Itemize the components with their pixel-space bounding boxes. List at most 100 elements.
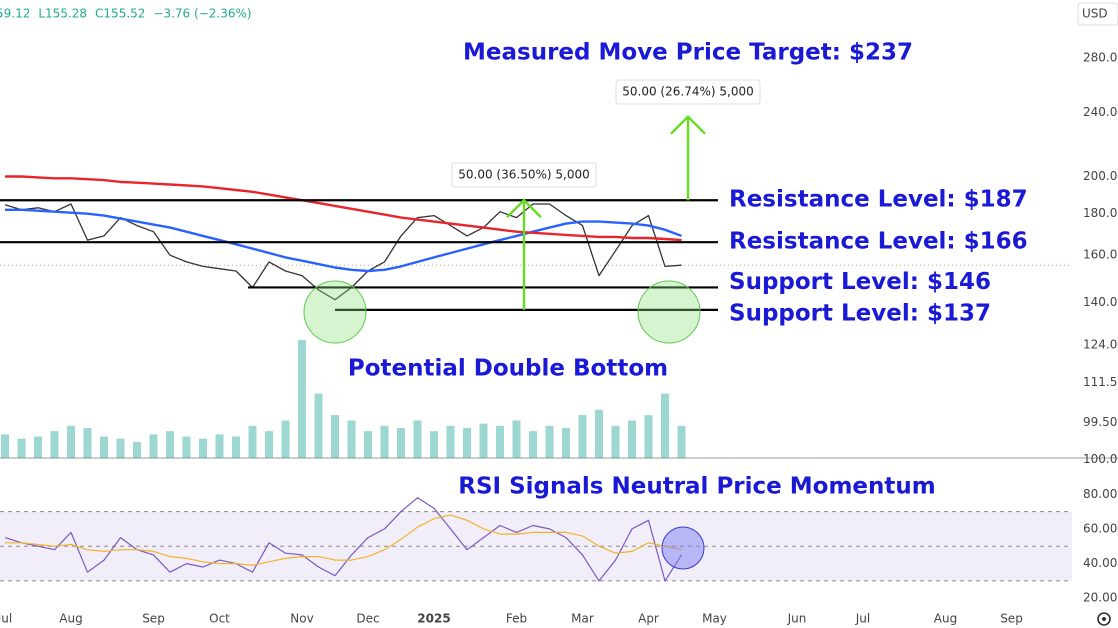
volume-bar (265, 431, 273, 458)
y-tick-label: 180.00 (1083, 206, 1118, 220)
series-line (4, 203, 682, 301)
volume-bar (50, 431, 59, 458)
x-tick-label: Sep (142, 612, 165, 626)
volume-bar (166, 431, 174, 458)
volume-bar (479, 423, 488, 458)
volume-bar (364, 431, 372, 458)
x-tick-label: Apr (638, 612, 659, 626)
volume-bar (512, 420, 521, 458)
y-tick-label: 124.00 (1083, 338, 1118, 352)
volume-bar (314, 393, 323, 458)
arrow-head (670, 114, 706, 135)
volume-bar (298, 340, 306, 458)
volume-bar (413, 420, 422, 458)
volume-bar (149, 434, 158, 458)
x-tick-label: Aug (934, 612, 957, 626)
volume-bar (380, 425, 389, 458)
arrow-head (506, 198, 542, 219)
measure-tag: 50.00 (36.50%) 5,000 (451, 162, 597, 188)
volume-bar (1, 434, 9, 458)
x-tick-label: Sep (1000, 612, 1023, 626)
y-tick-label: 111.50 (1083, 375, 1118, 389)
volume-bar (545, 425, 554, 458)
volume-bar (496, 425, 504, 458)
rsi-title: RSI Signals Neutral Price Momentum (458, 474, 936, 500)
level-label: Resistance Level: $187 (729, 187, 1028, 213)
volume-bar (17, 438, 26, 458)
rsi-tick-label: 100.00 (1083, 452, 1118, 466)
measure-box (451, 162, 597, 188)
volume-bar (182, 436, 191, 458)
rsi-tick-label: 60.00 (1083, 521, 1117, 535)
gear[interactable] (1097, 612, 1111, 626)
level-label: Support Level: $146 (729, 269, 991, 295)
volume-bar (248, 425, 257, 458)
measure-label: 50.00 (26.74%) 5,000 (622, 85, 753, 99)
series-line (5, 175, 682, 242)
ohlc-text: L155.28 (38, 7, 87, 21)
x-tick-label: Jun (787, 612, 807, 626)
volume-bar (644, 415, 653, 458)
volume-bar (133, 441, 141, 458)
volume-bar (595, 409, 603, 458)
volume-bar (116, 438, 125, 458)
level-label: Support Level: $137 (729, 300, 991, 326)
volume-bar (281, 420, 290, 458)
chart-title: Measured Move Price Target: $237 (463, 40, 913, 66)
x-tick-label: Feb (506, 612, 527, 626)
volume-bar (463, 427, 471, 458)
series-line (5, 208, 682, 273)
currency-box[interactable] (1077, 2, 1118, 26)
volume-bar (677, 425, 686, 458)
volume-bar (397, 427, 405, 458)
currency[interactable]: USD (1082, 7, 1108, 21)
volume-bar (578, 415, 587, 458)
volume-bar (628, 420, 636, 458)
rsi-tick-label: 40.00 (1083, 556, 1117, 570)
volume-bar (331, 415, 339, 458)
y-tick-label: 280.00 (1083, 50, 1118, 64)
y-tick-label: 200.00 (1083, 169, 1118, 183)
volume-bar (67, 425, 75, 458)
x-tick-label: Mar (571, 612, 594, 626)
volume-bar (215, 434, 224, 458)
highlight-circle (637, 280, 701, 344)
volume-bar (562, 427, 570, 458)
x-tick-label: Jul (0, 612, 12, 626)
volume-bar (347, 420, 356, 458)
x-tick-label: Dec (356, 612, 379, 626)
rsi-tick-label: 80.00 (1083, 487, 1117, 501)
annotation: Potential Double Bottom (348, 356, 668, 382)
volume-bar (34, 436, 42, 458)
volume-bar (446, 425, 455, 458)
level-label: Resistance Level: $166 (729, 229, 1028, 255)
x-tick-label: May (702, 612, 727, 626)
y-tick-label: 140.00 (1083, 295, 1118, 309)
y-tick-label: 240.00 (1083, 105, 1118, 119)
ohlc-text: 59.12 (0, 7, 30, 21)
rsi-tick-label: 20.00 (1083, 591, 1117, 605)
x-tick-label: 2025 (417, 612, 450, 626)
measure-tag: 50.00 (26.74%) 5,000 (615, 79, 761, 105)
series-line (4, 497, 683, 582)
x-tick-label: Aug (59, 612, 82, 626)
series-line (5, 514, 682, 566)
x-tick-label: Jul (855, 612, 870, 626)
volume-bar (611, 425, 620, 458)
volume-bar (199, 438, 207, 458)
measure-box (615, 79, 761, 105)
x-tick-label: Nov (290, 612, 313, 626)
volume-bar (100, 436, 108, 458)
rsi-circle (661, 526, 705, 570)
settings-icon[interactable] (1097, 612, 1111, 626)
volume-bar (661, 393, 669, 458)
volume-bar (83, 427, 92, 458)
gear-hub[interactable] (1102, 617, 1106, 621)
volume-bar (430, 431, 438, 458)
volume-bar (232, 436, 240, 458)
ohlc-text: C155.52 (95, 7, 145, 21)
y-tick-label: 99.50 (1083, 415, 1117, 429)
x-tick-label: Oct (209, 612, 230, 626)
ohlc-text: −3.76 (−2.36%) (153, 7, 251, 21)
